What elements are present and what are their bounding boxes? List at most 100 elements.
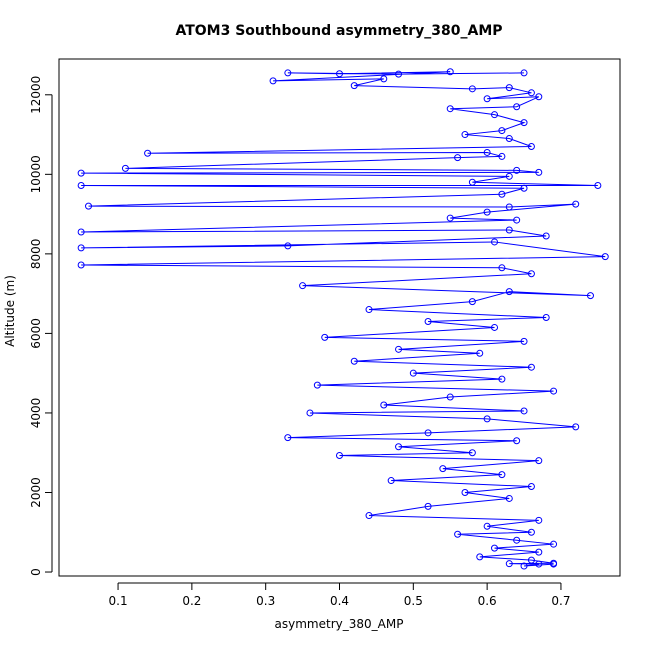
data-point	[395, 70, 403, 78]
data-point	[586, 292, 594, 300]
data-point	[498, 152, 506, 160]
data-point	[535, 457, 543, 465]
data-point	[542, 232, 550, 240]
y-axis: 0 2000 4000 6000 8000 10000 12000	[29, 76, 53, 576]
data-point	[527, 363, 535, 371]
data-point	[483, 148, 491, 156]
y-tick-label: 6000	[29, 318, 43, 349]
data-point	[572, 200, 580, 208]
y-tick-label: 4000	[29, 398, 43, 429]
data-point	[520, 69, 528, 77]
x-axis-label: asymmetry_380_AMP	[275, 617, 404, 631]
data-point	[380, 401, 388, 409]
data-point	[350, 82, 358, 90]
y-axis-label: Altitude (m)	[3, 275, 17, 347]
series-line-group	[81, 71, 606, 567]
data-point	[468, 85, 476, 93]
data-point	[542, 314, 550, 321]
series-line	[81, 71, 606, 567]
data-point	[468, 178, 476, 186]
data-point	[454, 530, 462, 538]
data-point	[505, 288, 513, 296]
data-point	[520, 407, 528, 415]
data-point	[350, 357, 358, 365]
data-point	[498, 127, 506, 135]
data-point	[269, 77, 277, 85]
data-point	[77, 169, 85, 177]
data-point	[284, 69, 292, 77]
data-point	[491, 238, 499, 246]
x-tick-label: 0.5	[404, 594, 423, 608]
data-point	[535, 548, 543, 556]
data-point	[468, 298, 476, 306]
data-point	[520, 562, 528, 570]
data-point	[505, 172, 513, 180]
data-point	[513, 437, 521, 445]
data-point	[424, 317, 432, 325]
data-point	[513, 216, 521, 224]
x-tick-label: 0.6	[478, 594, 497, 608]
data-point	[498, 264, 506, 272]
data-point	[535, 93, 543, 101]
data-point	[498, 471, 506, 479]
data-point	[505, 494, 513, 502]
data-point	[461, 131, 469, 139]
data-point	[483, 95, 491, 103]
data-point	[483, 415, 491, 423]
data-point	[535, 168, 543, 176]
x-tick-label: 0.7	[551, 594, 570, 608]
y-tick-label: 12000	[29, 76, 43, 114]
data-point	[336, 451, 343, 459]
data-point	[121, 164, 129, 172]
data-point	[446, 393, 454, 401]
data-point	[527, 270, 535, 278]
chart-title: ATOM3 Southbound asymmetry_380_AMP	[175, 23, 502, 39]
data-point	[594, 181, 602, 189]
data-point	[491, 111, 499, 119]
data-point	[306, 409, 314, 417]
data-point	[520, 119, 528, 127]
data-point	[505, 560, 513, 568]
data-point	[505, 203, 513, 211]
x-tick-label: 0.1	[109, 594, 128, 608]
data-point	[505, 135, 513, 143]
data-point	[550, 540, 558, 548]
data-point	[85, 202, 93, 210]
series-points-group	[77, 68, 609, 570]
data-point	[527, 528, 535, 536]
data-point	[446, 105, 454, 113]
data-point	[498, 190, 506, 198]
data-point	[527, 89, 535, 97]
data-point	[476, 349, 484, 357]
data-point	[461, 488, 469, 496]
data-point	[513, 536, 521, 544]
data-point	[299, 282, 307, 290]
data-point	[395, 345, 403, 353]
data-point	[498, 375, 506, 383]
data-point	[572, 423, 580, 431]
data-point	[483, 522, 491, 530]
data-point	[601, 253, 609, 261]
data-point	[284, 434, 292, 442]
data-point	[395, 443, 403, 451]
data-point	[483, 208, 491, 216]
x-tick-label: 0.4	[330, 594, 349, 608]
data-point	[513, 103, 521, 111]
data-point	[424, 429, 432, 437]
data-point	[365, 512, 373, 520]
data-point	[336, 70, 343, 78]
data-point	[527, 556, 535, 564]
data-point	[527, 483, 535, 491]
data-point	[446, 214, 454, 222]
data-point	[380, 75, 388, 83]
data-point	[77, 261, 85, 269]
data-point	[520, 337, 528, 345]
data-point	[409, 369, 417, 377]
x-axis: 0.1 0.2 0.3 0.4 0.5 0.6 0.7	[109, 582, 570, 608]
data-point	[321, 333, 329, 341]
data-point	[424, 502, 432, 510]
data-point	[77, 244, 85, 252]
data-point	[513, 166, 521, 174]
x-tick-label: 0.2	[182, 594, 201, 608]
